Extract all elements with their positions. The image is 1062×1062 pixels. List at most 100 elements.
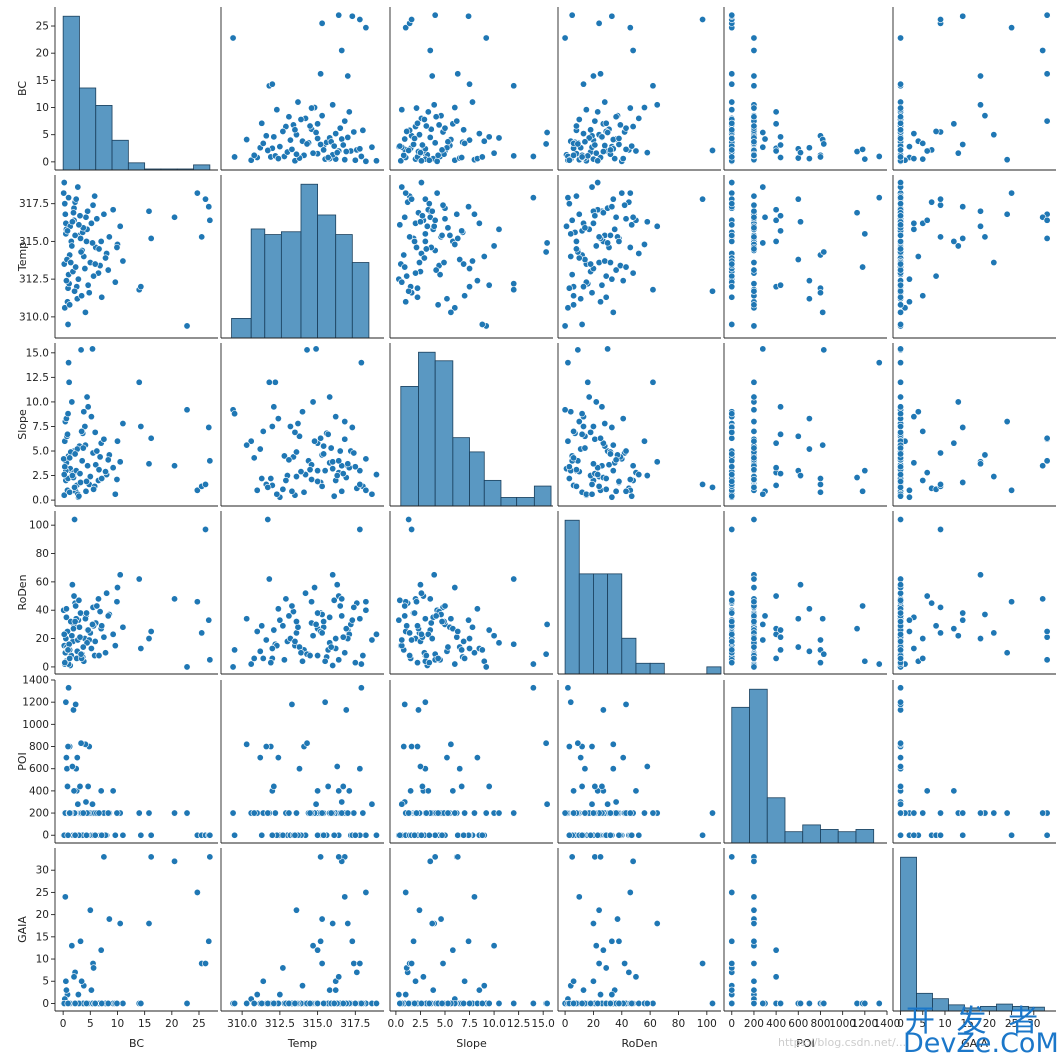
point-roden-poi-77 <box>777 646 785 654</box>
point-temp-slope-83 <box>425 200 433 208</box>
point-roden-temp-79 <box>270 626 278 634</box>
y-axis-label-gaia: GAIA <box>16 916 29 943</box>
point-gaia-bc-19 <box>74 991 82 999</box>
point-gaia-bc-36 <box>97 946 105 954</box>
point-bc-roden-76 <box>708 146 716 154</box>
point-gaia-temp-34 <box>332 986 340 994</box>
point-gaia-bc-41 <box>78 977 86 985</box>
point-bc-poi-77 <box>777 154 785 162</box>
point-bc-poi-87 <box>728 134 736 142</box>
point-temp-roden-71 <box>643 218 651 226</box>
point-temp-roden-26 <box>567 253 575 261</box>
point-slope-roden-84 <box>602 475 610 483</box>
point-temp-gaia-83 <box>897 200 905 208</box>
point-poi-roden-90 <box>578 831 586 839</box>
x-tick-label: 40 <box>615 1018 628 1030</box>
point-roden-bc-35 <box>94 595 102 603</box>
point-bc-slope-20 <box>431 139 439 147</box>
point-temp-gaia-8 <box>910 225 918 233</box>
point-temp-bc-45 <box>93 215 101 223</box>
x-tick-label: 200 <box>744 1018 764 1030</box>
point-poi-slope-67 <box>421 698 429 706</box>
panel-slope-vs-roden <box>557 343 721 507</box>
point-roden-temp-84 <box>258 622 266 630</box>
point-gaia-roden-2 <box>589 977 597 985</box>
point-slope-poi-11 <box>772 481 780 489</box>
point-bc-slope-61 <box>408 15 416 23</box>
x-tick-label: 12.5 <box>507 1018 530 1030</box>
point-bc-slope-79 <box>485 133 493 141</box>
point-roden-temp-66 <box>357 660 365 668</box>
point-poi-slope-85 <box>396 831 404 839</box>
point-temp-gaia-59 <box>1008 189 1016 197</box>
point-gaia-bc-54 <box>137 999 145 1007</box>
point-roden-slope-80 <box>422 652 430 660</box>
point-slope-gaia-53 <box>897 378 905 386</box>
point-gaia-roden-16 <box>625 968 633 976</box>
point-slope-bc-91 <box>71 450 79 458</box>
point-slope-bc-41 <box>78 427 86 435</box>
point-slope-roden-69 <box>574 346 582 354</box>
point-bc-gaia-63 <box>1043 11 1051 19</box>
point-slope-gaia-86 <box>897 428 905 436</box>
point-bc-slope-55 <box>428 72 436 80</box>
point-temp-poi-59 <box>728 189 736 197</box>
point-roden-poi-78 <box>777 633 785 641</box>
point-slope-roden-74 <box>612 456 620 464</box>
y-tick-label: 20 <box>36 633 49 645</box>
point-temp-slope-60 <box>406 233 414 241</box>
point-poi-bc-48 <box>109 787 117 795</box>
point-slope-gaia-4 <box>905 486 913 494</box>
point-temp-bc-79 <box>84 281 92 289</box>
point-poi-slope-75 <box>413 809 421 817</box>
point-poi-slope-10 <box>470 809 478 817</box>
point-gaia-temp-84 <box>258 999 266 1007</box>
point-temp-bc-75 <box>113 243 121 251</box>
point-temp-gaia-31 <box>937 201 945 209</box>
point-bc-roden-50 <box>582 106 590 114</box>
point-roden-slope-49 <box>451 584 459 592</box>
point-poi-slope-72 <box>543 800 551 808</box>
point-gaia-bc-74 <box>104 999 112 1007</box>
point-slope-temp-56 <box>317 434 325 442</box>
point-gaia-bc-90 <box>64 999 72 1007</box>
point-roden-poi-71 <box>797 581 805 589</box>
point-poi-slope-66 <box>529 684 537 692</box>
point-temp-gaia-51 <box>976 222 984 230</box>
point-poi-gaia-41 <box>919 809 927 817</box>
point-roden-poi-91 <box>728 618 736 626</box>
point-bc-slope-74 <box>432 113 440 121</box>
point-roden-poi-72 <box>759 620 767 628</box>
point-bc-temp-74 <box>285 113 293 121</box>
point-poi-bc-82 <box>79 809 87 817</box>
point-roden-temp-68 <box>243 615 251 623</box>
point-temp-bc-69 <box>77 248 85 256</box>
point-bc-roden-46 <box>575 115 583 123</box>
point-bc-roden-8 <box>611 155 619 163</box>
point-poi-temp-90 <box>231 831 239 839</box>
point-poi-temp-89 <box>372 831 380 839</box>
point-temp-gaia-66 <box>897 194 905 202</box>
point-roden-bc-46 <box>102 649 110 657</box>
point-gaia-poi-66 <box>875 999 883 1007</box>
point-temp-poi-47 <box>750 233 758 241</box>
point-slope-bc-71 <box>68 472 76 480</box>
point-gaia-slope-8 <box>429 986 437 994</box>
point-gaia-poi-88 <box>750 999 758 1007</box>
point-gaia-temp-74 <box>285 999 293 1007</box>
point-slope-roden-45 <box>622 447 630 455</box>
point-temp-bc-76 <box>71 287 79 295</box>
point-temp-gaia-60 <box>937 233 945 241</box>
point-gaia-temp-63 <box>335 853 343 861</box>
point-gaia-poi-41 <box>750 977 758 985</box>
point-temp-poi-80 <box>750 245 758 253</box>
point-temp-roden-4 <box>597 298 605 306</box>
point-slope-temp-78 <box>339 470 347 478</box>
point-temp-bc-81 <box>67 259 75 267</box>
hist-bar-poi-7 <box>855 829 875 844</box>
hist-bar-bc-3 <box>111 139 129 171</box>
point-slope-temp-26 <box>298 408 306 416</box>
point-roden-bc-34 <box>87 644 95 652</box>
